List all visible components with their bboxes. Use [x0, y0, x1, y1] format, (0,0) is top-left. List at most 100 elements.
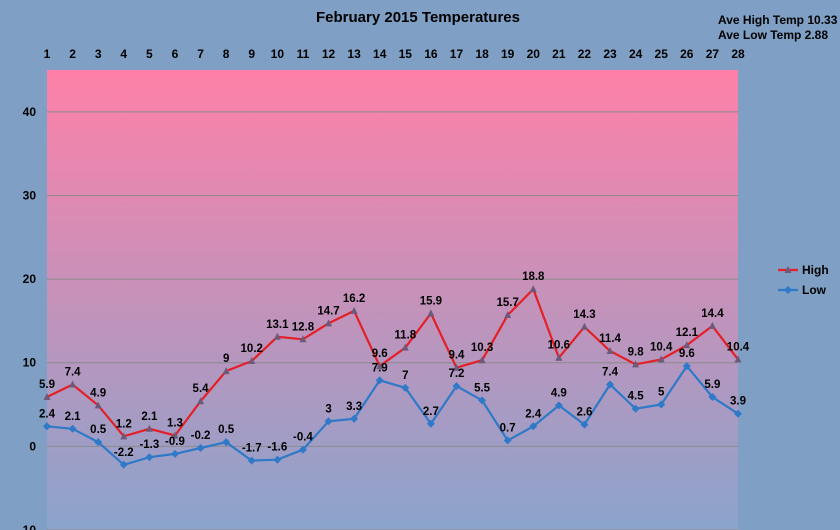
- legend-marker-high: [784, 266, 792, 273]
- data-label-high: 10.4: [650, 341, 673, 353]
- y-tick-label: 0: [29, 439, 36, 453]
- data-point-low: [580, 420, 589, 429]
- series-line-high: [46, 287, 739, 438]
- data-point-low: [298, 445, 307, 454]
- data-point-high: [452, 363, 460, 371]
- data-label-high: 15.7: [496, 297, 518, 309]
- data-point-low: [682, 362, 691, 371]
- x-tick-label: 19: [501, 47, 515, 61]
- data-label-low: 9.6: [679, 348, 695, 360]
- data-point-high: [504, 311, 512, 319]
- x-tick-label: 13: [347, 47, 361, 61]
- data-point-low: [94, 438, 103, 447]
- x-tick-label: 2: [69, 47, 76, 61]
- data-label-low: 2.4: [39, 408, 56, 420]
- y-axis: -10 0 10 20 30 40: [19, 105, 37, 530]
- data-point-low: [145, 453, 154, 462]
- data-point-low: [657, 400, 666, 409]
- data-label-high: 5.9: [39, 379, 55, 391]
- x-tick-label: 11: [297, 47, 310, 61]
- x-tick-label: 27: [706, 47, 720, 61]
- data-label-high: 4.9: [90, 387, 106, 399]
- data-label-low: 5.9: [704, 379, 720, 391]
- x-tick-label: 6: [172, 47, 179, 61]
- x-tick-label: 22: [578, 47, 592, 61]
- data-label-high: 2.1: [141, 411, 158, 423]
- data-label-low: 2.6: [576, 407, 592, 419]
- data-label-low: -1.7: [242, 443, 262, 455]
- data-point-high: [683, 341, 691, 349]
- x-tick-label: 15: [399, 47, 413, 61]
- data-point-high: [273, 332, 281, 340]
- y-tick-label: 10: [23, 356, 37, 370]
- data-point-low: [222, 438, 231, 447]
- data-point-low: [324, 417, 333, 426]
- data-point-high: [248, 357, 256, 365]
- data-label-high: 14.7: [317, 305, 339, 317]
- x-tick-label: 28: [731, 47, 745, 61]
- data-label-low: 7.9: [372, 362, 388, 374]
- data-point-low: [170, 449, 179, 458]
- data-label-high: 9.6: [372, 348, 388, 360]
- data-point-high: [632, 360, 640, 368]
- data-label-high: 11.4: [599, 333, 621, 345]
- grid-lines: [47, 111, 738, 530]
- data-label-high: 12.8: [292, 321, 315, 333]
- data-point-high: [478, 356, 486, 364]
- series-high: [43, 285, 742, 440]
- data-label-low: 2.1: [65, 411, 82, 423]
- data-label-low: 2.7: [423, 406, 439, 418]
- data-labels: 5.9 7.4 4.9 1.2 2.1 1.3 5.4 9 10.213.1 12.814.7 16…: [39, 271, 750, 459]
- data-label-low: -1.3: [139, 439, 159, 451]
- x-tick-label: 4: [120, 47, 127, 61]
- avg-low-note: Ave Low Temp 2.88: [718, 28, 828, 42]
- data-label-low: 0.5: [90, 424, 107, 436]
- data-label-low: 3: [325, 403, 331, 415]
- data-point-high: [197, 397, 205, 405]
- legend-label-low: Low: [802, 283, 827, 297]
- data-label-high: 5.4: [193, 383, 210, 395]
- data-point-high: [401, 343, 409, 351]
- legend-marker-low: [784, 286, 792, 294]
- data-label-high: 12.1: [676, 327, 699, 339]
- data-label-high: 9: [223, 353, 229, 365]
- data-label-high: 15.9: [420, 295, 442, 307]
- data-label-low: 4.9: [551, 387, 567, 399]
- data-point-high: [606, 347, 614, 355]
- data-label-low: 0.7: [500, 423, 516, 435]
- data-point-high: [69, 380, 77, 388]
- plot-area: [47, 70, 738, 530]
- data-label-low: 0.5: [218, 424, 235, 436]
- x-tick-label: 25: [655, 47, 669, 61]
- chart-title: February 2015 Temperatures: [316, 9, 520, 26]
- x-tick-label: 10: [271, 47, 285, 61]
- data-point-low: [452, 382, 461, 391]
- data-point-high: [427, 309, 435, 317]
- data-label-low: 5: [658, 387, 665, 399]
- y-tick-label: 30: [23, 188, 37, 202]
- x-axis: 1 2 3 4 5 6 7 8 9 10 11 12 13 14 15 16 17 18 19 20 21 22 23 24 2…: [44, 47, 745, 61]
- x-tick-label: 16: [424, 47, 438, 61]
- data-point-low: [247, 456, 256, 465]
- data-label-high: 10.6: [548, 340, 570, 352]
- data-label-high: 18.8: [522, 271, 545, 283]
- legend: High Low: [778, 263, 829, 297]
- data-label-high: 10.3: [471, 342, 493, 354]
- legend-label-high: High: [802, 263, 829, 277]
- data-label-low: -0.4: [293, 432, 313, 444]
- data-point-low: [119, 460, 128, 469]
- data-point-low: [606, 380, 615, 389]
- data-point-high: [145, 424, 153, 432]
- data-label-low: 5.5: [474, 382, 491, 394]
- data-label-high: 11.8: [394, 330, 416, 342]
- data-label-low: 4.5: [628, 391, 645, 403]
- data-point-high: [580, 322, 588, 330]
- x-tick-label: 1: [44, 47, 51, 61]
- data-label-high: 10.4: [727, 341, 750, 353]
- series-line-low: [46, 364, 739, 467]
- x-tick-label: 3: [95, 47, 102, 61]
- data-point-low: [350, 414, 359, 423]
- data-label-low: 7.4: [602, 366, 619, 378]
- x-tick-label: 14: [373, 47, 387, 61]
- data-point-high: [734, 355, 742, 363]
